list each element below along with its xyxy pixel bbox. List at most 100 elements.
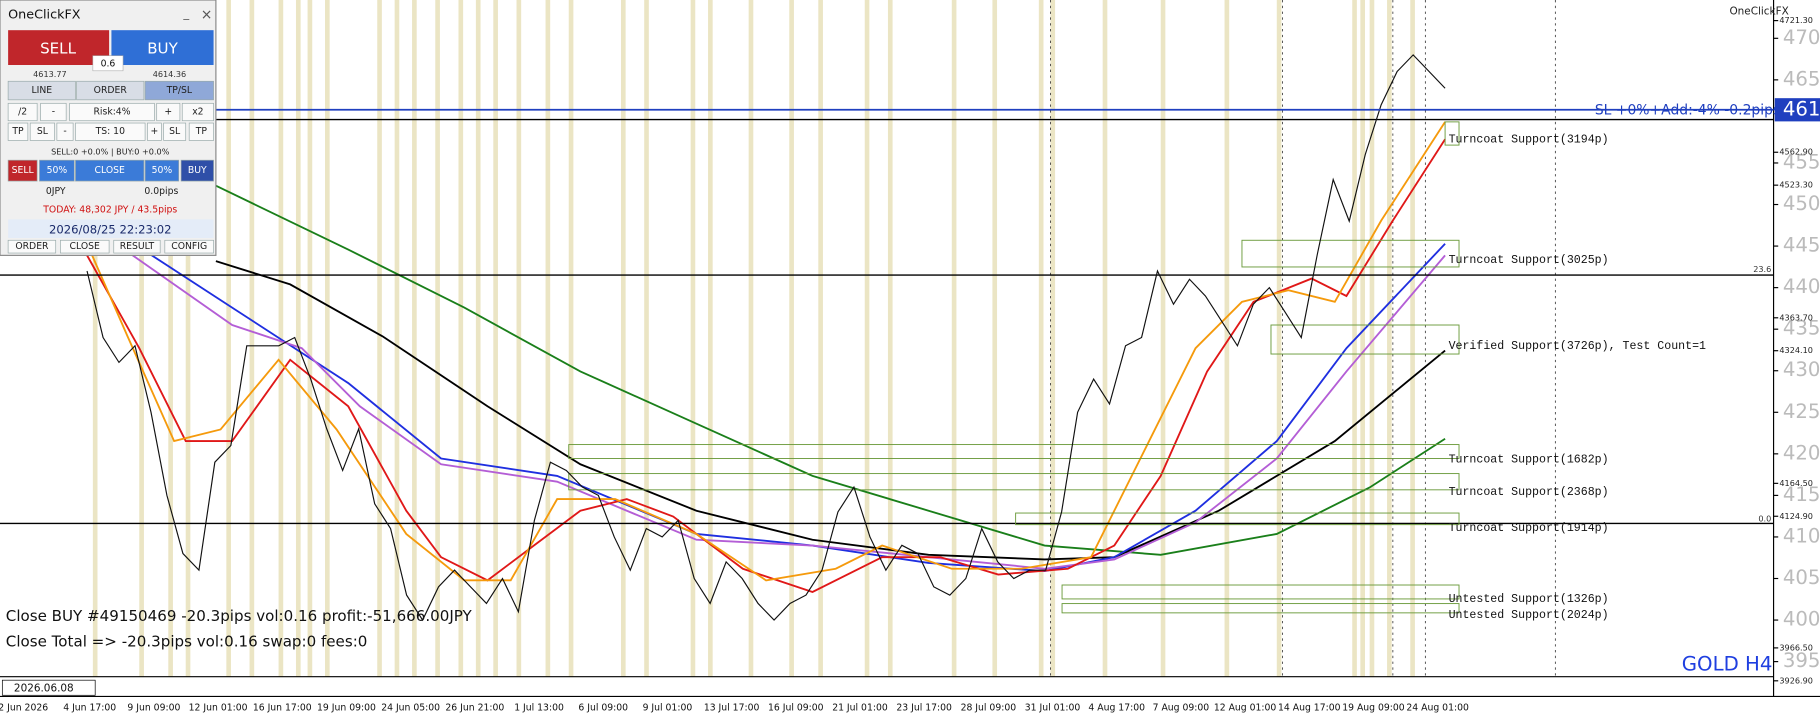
- time-label: 7 Aug 09:00: [1153, 703, 1210, 714]
- time-label: 21 Jul 01:00: [832, 703, 888, 714]
- time-label: 9 Jul 01:00: [643, 703, 693, 714]
- date-box-label: 2026.06.08: [14, 682, 74, 694]
- panel-button[interactable]: [113, 239, 161, 254]
- panel-button[interactable]: [75, 159, 145, 182]
- panel-button[interactable]: [60, 239, 110, 254]
- panel-button[interactable]: [7, 239, 57, 254]
- panel-button[interactable]: [163, 122, 187, 141]
- panel-button[interactable]: [144, 159, 180, 182]
- zone-label: Untested Support(2024p): [1449, 609, 1609, 622]
- price-label: 450: [1783, 192, 1820, 215]
- time-label: 1 Jul 13:00: [514, 703, 564, 714]
- session-band: [435, 0, 440, 677]
- datetime: 2026/08/25 22:23:02: [49, 222, 172, 236]
- panel-button[interactable]: [7, 80, 76, 101]
- time-label: 24 Aug 01:00: [1406, 703, 1469, 714]
- session-band: [887, 0, 893, 677]
- zone-label: Turncoat Support(1682p): [1449, 454, 1609, 467]
- zone-box: [568, 444, 1460, 459]
- panel-button-label: +: [150, 126, 158, 137]
- support-zones: Turncoat Support(3194p) Turncoat Support(…: [568, 121, 1706, 622]
- price-axis: 470 465 455 450 445 440 435 430 425 420 415 410 405 4…: [0, 15, 1820, 685]
- spread: 0.6: [101, 58, 116, 69]
- sell-button[interactable]: [8, 30, 110, 66]
- price-label: 400: [1783, 608, 1820, 631]
- zone-label: Turncoat Support(3194p): [1449, 133, 1609, 146]
- time-label: 24 Jun 05:00: [381, 703, 440, 714]
- zone-box: [1444, 121, 1460, 146]
- panel-button[interactable]: [180, 159, 214, 182]
- ma-black: [215, 260, 1446, 561]
- minimize-button[interactable]: _: [182, 6, 189, 20]
- session-band: [951, 0, 957, 677]
- fib-label: 23.6: [1753, 264, 1771, 274]
- price-label: 410: [1783, 524, 1820, 547]
- price-series: [86, 54, 1446, 622]
- session-band: [644, 0, 649, 677]
- price-label: 415: [1783, 483, 1820, 506]
- price-label: 430: [1783, 358, 1820, 381]
- panel-button[interactable]: [188, 122, 214, 141]
- panel-button-label: SL: [37, 126, 49, 137]
- panel-button[interactable]: [156, 102, 181, 122]
- panel-button-label: -: [63, 126, 66, 137]
- current-price-label: 461: [1783, 97, 1820, 120]
- session-band: [458, 0, 464, 677]
- buy-button[interactable]: [111, 30, 214, 66]
- panel-button[interactable]: [181, 102, 214, 122]
- zone-box: [1270, 324, 1460, 355]
- panel-button[interactable]: [7, 159, 38, 182]
- sl-info: SL +0%+Add:-4% -0.2pips: [1595, 102, 1780, 118]
- panel-button[interactable]: [39, 159, 75, 182]
- zone-box: [1015, 512, 1460, 526]
- time-label: 31 Jul 01:00: [1025, 703, 1081, 714]
- panel-button-label: ORDER: [15, 241, 49, 252]
- panel-button[interactable]: [76, 80, 145, 101]
- zone-box: [1061, 584, 1460, 600]
- time-label: 4 Aug 17:00: [1088, 703, 1145, 714]
- buy-label: BUY: [147, 39, 178, 57]
- time-axis: 2 Jun 2026 4 Jun 17:00 9 Jun 09:00 12 Jun 0…: [0, 703, 1469, 714]
- time-label: 2 Jun 2026: [0, 703, 48, 714]
- time-label: 9 Jun 09:00: [127, 703, 180, 714]
- panel-button[interactable]: [56, 122, 74, 141]
- trade-message: Close Total => -20.3pips vol:0.16 swap:0…: [6, 632, 368, 650]
- panel-button[interactable]: [40, 102, 67, 122]
- session-band: [139, 0, 144, 677]
- small-price-label: 4164.50: [1779, 478, 1813, 488]
- panel-button-label: CONFIG: [171, 241, 207, 252]
- ma-blue: [115, 231, 1446, 573]
- brand-label: OneClickFX: [1729, 6, 1788, 18]
- panel-button[interactable]: [75, 122, 146, 141]
- time-label: 4 Jun 17:00: [63, 703, 116, 714]
- zone-box: [568, 473, 1460, 491]
- session-band: [1387, 0, 1392, 677]
- session-band: [1160, 0, 1166, 677]
- panel-button[interactable]: [29, 122, 55, 141]
- time-label: 19 Aug 09:00: [1342, 703, 1405, 714]
- panel-button-label: BUY: [188, 165, 207, 176]
- session-band: [168, 0, 173, 677]
- price-label: 465: [1783, 67, 1820, 90]
- session-band: [1276, 0, 1282, 677]
- panel-button[interactable]: [7, 122, 29, 141]
- session-band: [493, 0, 498, 677]
- panel-button[interactable]: [144, 80, 214, 101]
- price-label: 405: [1783, 566, 1820, 589]
- close-window-button[interactable]: ×: [201, 7, 213, 23]
- price-label: 455: [1783, 150, 1820, 173]
- panel-button[interactable]: [147, 122, 162, 141]
- session-band: [1410, 0, 1415, 677]
- session-band: [708, 0, 713, 677]
- session-band: [92, 0, 98, 677]
- panel-button[interactable]: [7, 102, 38, 122]
- panel-button-label: ORDER: [94, 85, 128, 96]
- panel-button-label: SELL: [12, 165, 35, 176]
- session-band: [1102, 0, 1108, 677]
- panel-button[interactable]: [164, 239, 214, 254]
- panel-button-label: /2: [18, 107, 27, 118]
- panel-button-label: TS: 10: [95, 126, 126, 137]
- panel-button[interactable]: [69, 102, 155, 122]
- positions: SELL:0 +0.0% | BUY:0 +0.0%: [51, 147, 170, 157]
- panel-button-label: TP: [11, 126, 24, 137]
